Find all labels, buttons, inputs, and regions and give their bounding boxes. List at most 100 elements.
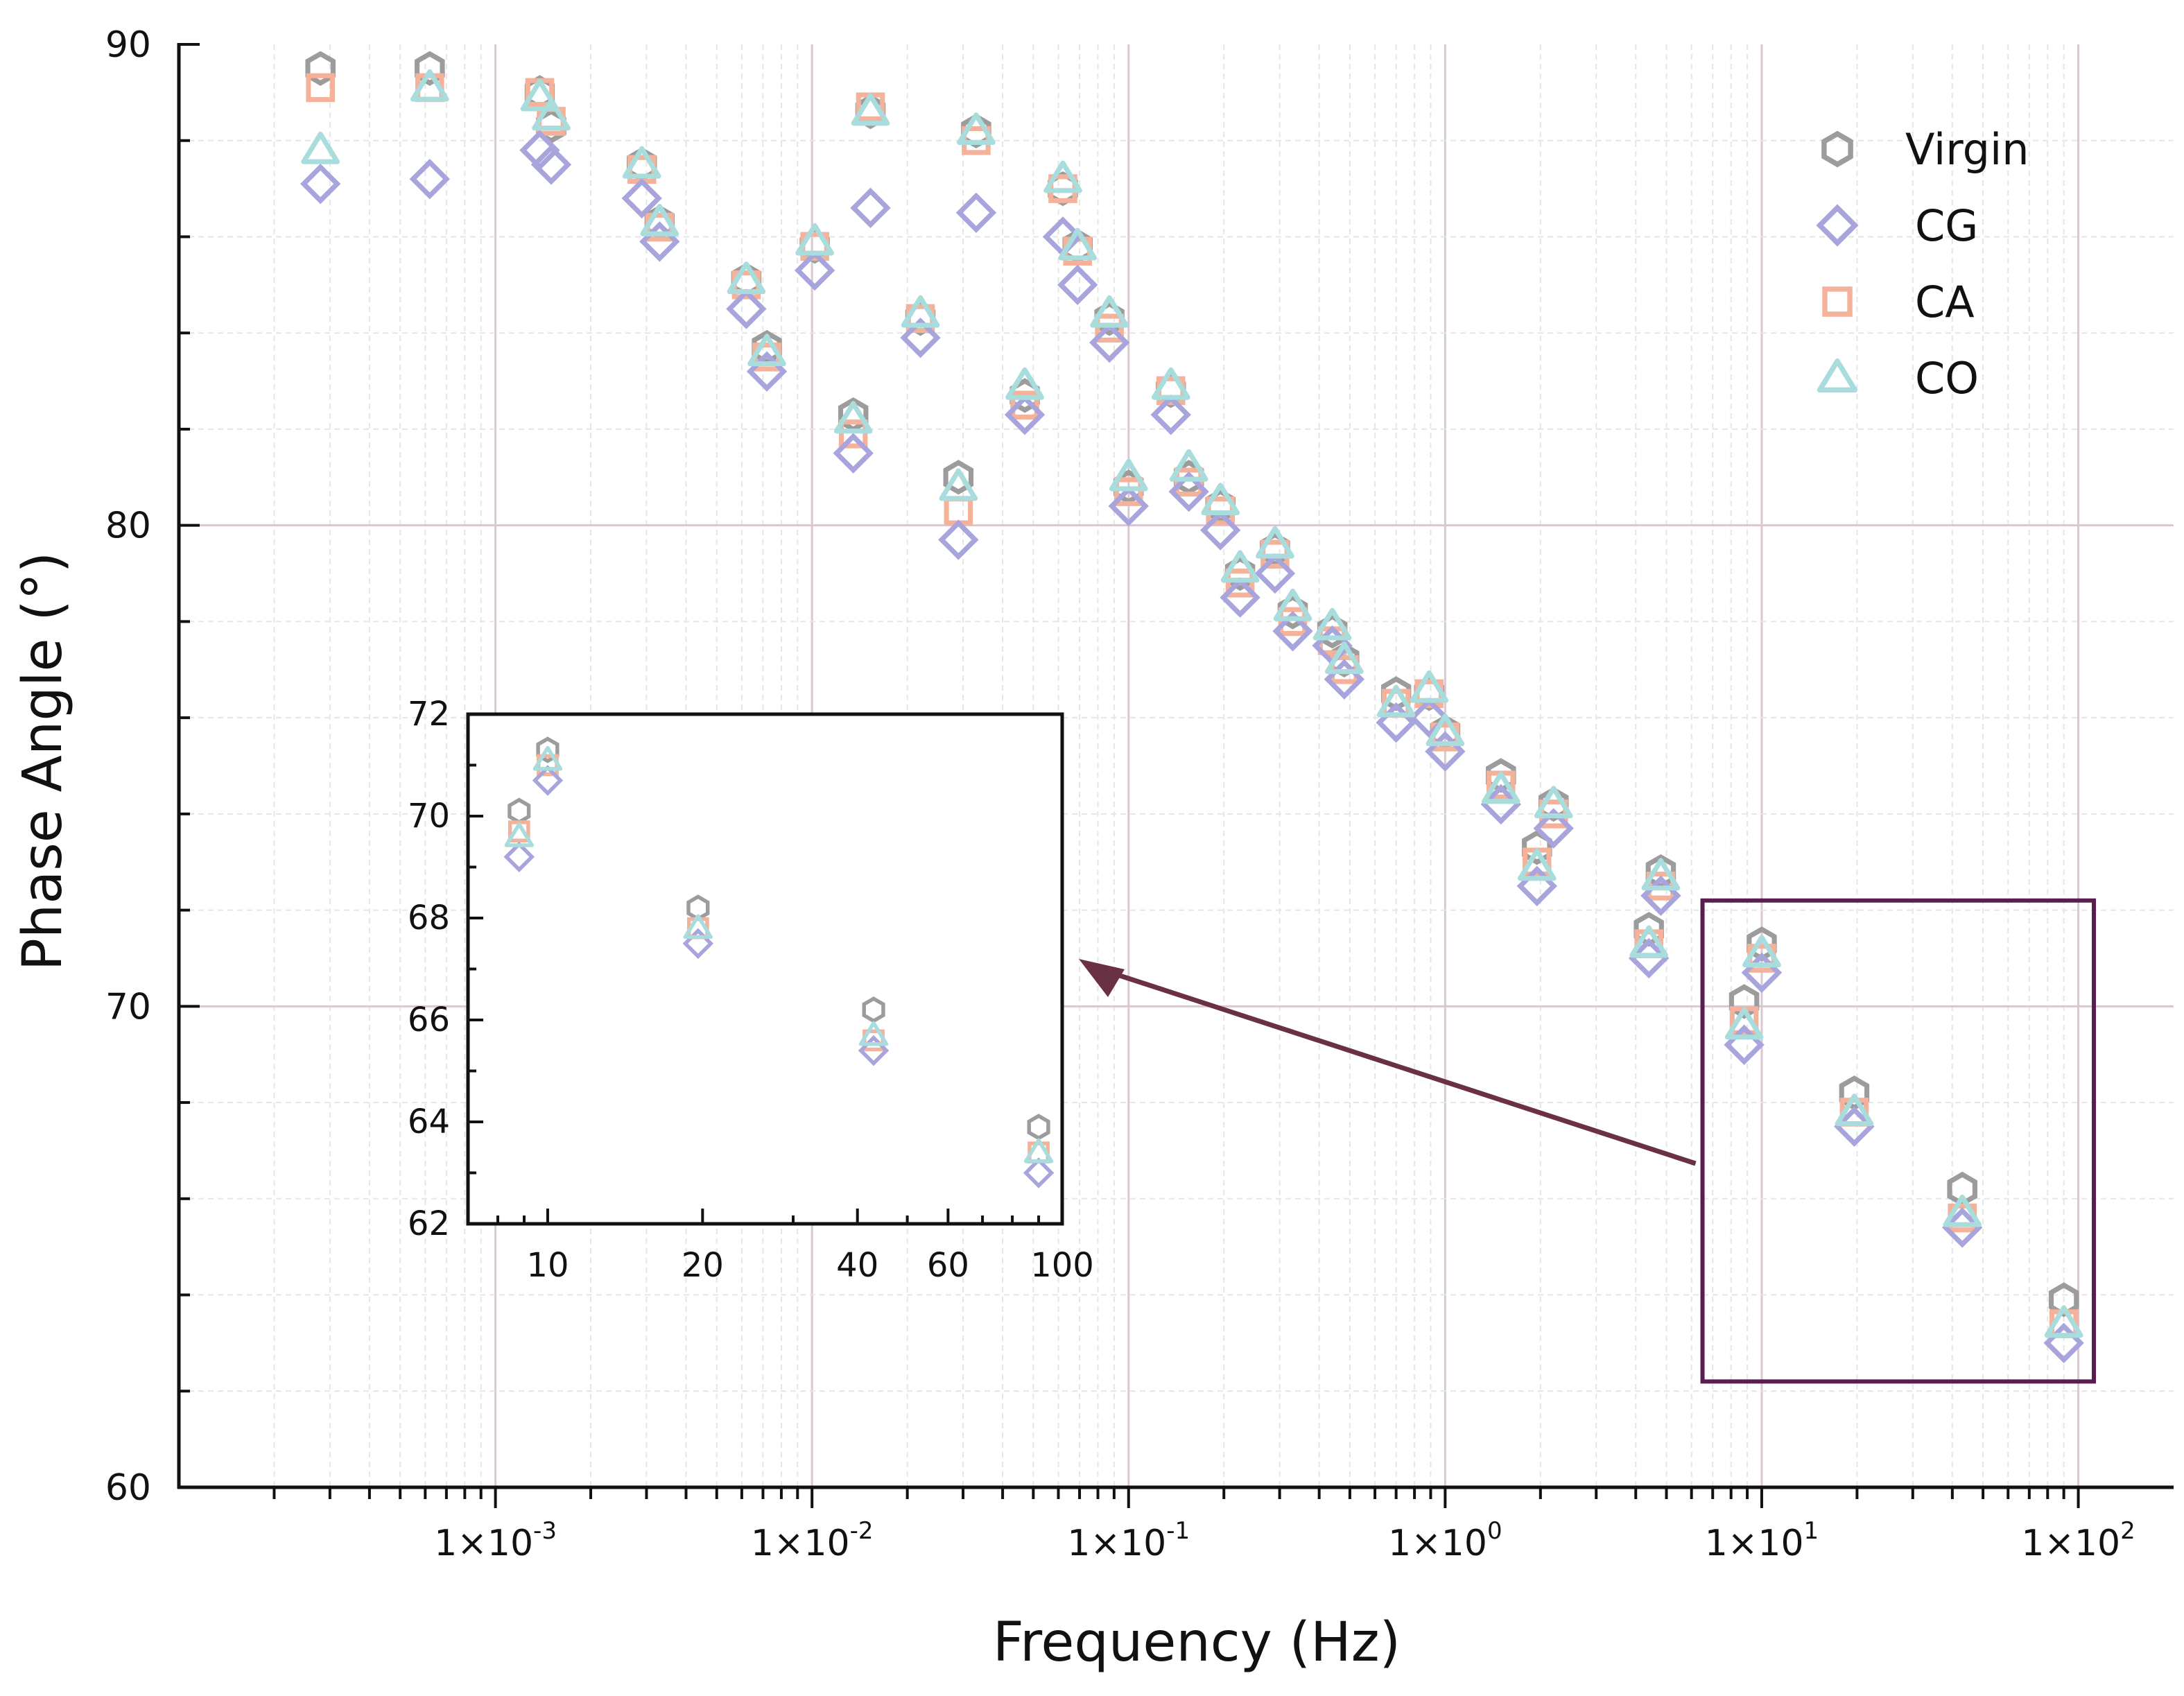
legend-item-co: CO (1817, 353, 1979, 404)
data-point-cg (1533, 808, 1574, 849)
main-data-points (300, 51, 2084, 1364)
data-point-co (1481, 771, 1520, 804)
y-tick-label: 90 (105, 24, 151, 66)
data-point-cg (409, 159, 450, 200)
data-point-cg (1057, 264, 1098, 306)
legend: Virgin CG CA CO (1816, 124, 2029, 404)
data-point-cg (938, 519, 979, 560)
data-point-co (1835, 1093, 1874, 1127)
data-point-cg (726, 288, 767, 329)
y-tick-label: 70 (105, 986, 151, 1028)
inset-data-point-virgin (536, 736, 560, 763)
data-point-ca (1095, 313, 1124, 343)
data-point-ca (1278, 607, 1308, 637)
highlight-layer (1079, 898, 2097, 1384)
data-point-ca (838, 419, 868, 449)
data-point-cg (1628, 937, 1670, 979)
legend-marker-virgin (1821, 130, 1853, 168)
legend-label-cg: CG (1915, 200, 1978, 251)
inset-data-point-cg (532, 765, 564, 796)
x-tick-exponent: 1 (1804, 1517, 1819, 1545)
data-point-cg (530, 144, 572, 185)
inset-y-tick-label: 64 (408, 1102, 450, 1141)
data-point-virgin (1728, 984, 1760, 1019)
y-tick-label: 80 (105, 505, 151, 547)
legend-item-virgin: Virgin (1821, 124, 2029, 175)
data-point-co (1425, 713, 1465, 747)
data-point-co (747, 334, 786, 367)
inset-data-point-virgin (1027, 1114, 1050, 1141)
data-point-cg (1272, 611, 1313, 652)
data-point-co (1201, 483, 1240, 516)
data-point-co (795, 223, 834, 256)
data-point-co (1629, 925, 1668, 958)
data-point-ca (1174, 467, 1204, 497)
data-point-co (851, 93, 890, 126)
inset-y-tick-label: 72 (408, 695, 450, 734)
legend-label-virgin: Virgin (1905, 124, 2029, 175)
inset-data-points (503, 736, 1055, 1188)
inset-series-co (504, 745, 1054, 1163)
data-point-co (1742, 935, 1781, 968)
x-tick-label: 1×102 (2021, 1517, 2135, 1564)
inset-data-point-co (683, 914, 713, 940)
data-point-co (1043, 160, 1082, 193)
x-tick-label: 1×10-2 (751, 1517, 874, 1564)
x-tick-label: 1×101 (1705, 1517, 1819, 1564)
legend-marker-co (1817, 358, 1858, 393)
data-point-co (1058, 227, 1098, 261)
x-tick-exponent: -3 (533, 1517, 557, 1545)
inset-data-point-cg (858, 1035, 890, 1066)
data-point-co (410, 69, 449, 102)
data-point-ca (306, 73, 335, 103)
inset-data-point-co (858, 1021, 889, 1046)
data-point-co (901, 295, 940, 328)
data-point-co (1220, 550, 1260, 583)
legend-label-ca: CA (1915, 277, 1975, 327)
data-point-virgin (1839, 1075, 1870, 1111)
inset-x-tick-label: 20 (682, 1246, 724, 1285)
data-point-co (520, 78, 560, 112)
pointer-arrow-head (1079, 959, 1125, 997)
inset-data-point-co (532, 745, 563, 771)
main-axes: 60 70 80 90 1×10-3 1×10-2 1×10-1 1×100 1×101 1×10… (105, 24, 2174, 1564)
data-point-cg (1409, 697, 1450, 738)
data-point-virgin (1224, 555, 1256, 591)
data-point-co (957, 112, 996, 146)
inset-data-point-cg (503, 841, 535, 873)
data-point-co (1410, 670, 1449, 703)
data-point-co (1169, 449, 1208, 482)
data-point-cg (900, 317, 941, 358)
inset-y-tick-label: 68 (408, 899, 450, 937)
data-point-co (1376, 684, 1416, 718)
data-point-co (2044, 1305, 2083, 1338)
x-tick-label: 1×100 (1388, 1517, 1502, 1564)
data-point-co (1151, 367, 1190, 400)
data-point-cg (833, 433, 874, 474)
inset-data-point-co (504, 822, 534, 847)
data-point-co (1325, 641, 1364, 675)
data-point-cg (1004, 394, 1046, 435)
data-point-ca (944, 496, 973, 526)
data-point-co (1109, 458, 1148, 492)
data-point-co (622, 146, 661, 179)
legend-item-cg: CG (1816, 200, 1978, 251)
data-point-cg (955, 192, 997, 233)
data-point-co (532, 98, 571, 131)
legend-marker-ca (1822, 286, 1853, 317)
data-point-co (1312, 607, 1352, 641)
inset-data-point-co (1023, 1138, 1054, 1163)
data-point-co (833, 401, 873, 434)
inset-series-cg (503, 765, 1055, 1188)
data-point-co (1256, 526, 1294, 559)
legend-label-co: CO (1915, 353, 1979, 404)
data-point-co (1273, 588, 1312, 621)
data-point-co (640, 203, 679, 236)
data-point-co (727, 261, 766, 295)
data-point-virgin (305, 51, 336, 86)
inset-data-point-cg (1023, 1157, 1055, 1188)
data-point-co (1943, 1194, 1982, 1227)
y-axis-title: Phase Angle (°) (12, 552, 74, 971)
x-tick-label: 1×10-1 (1067, 1517, 1190, 1564)
